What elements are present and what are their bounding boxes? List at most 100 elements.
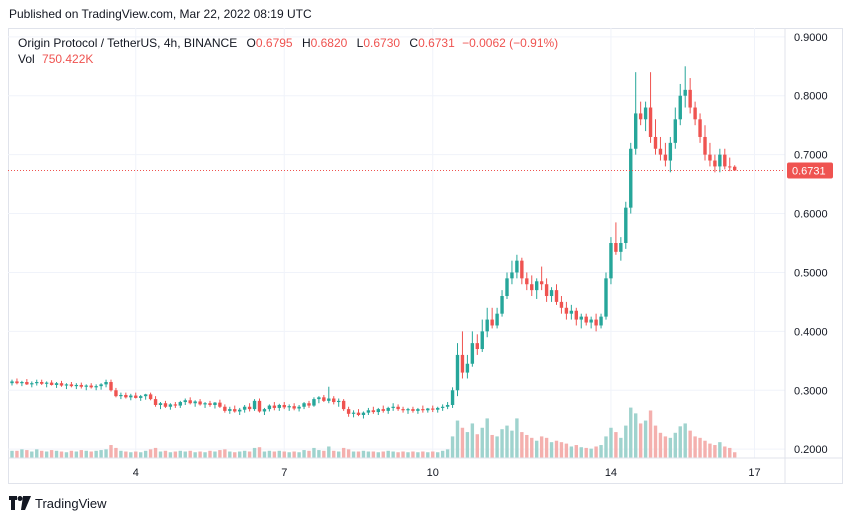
volume-bar [282, 451, 286, 458]
volume-value: 750.422K [42, 52, 94, 66]
volume-bar [84, 450, 88, 458]
candle-body [683, 89, 687, 96]
volume-bar [703, 440, 707, 458]
candle-body [599, 316, 603, 326]
volume-bar [579, 447, 583, 458]
volume-bar [307, 450, 311, 458]
candle-body [238, 409, 242, 412]
last-price-badge-bg [787, 162, 833, 179]
volume-bar [158, 451, 163, 458]
volume-bar [381, 451, 385, 458]
volume-bar [148, 449, 153, 458]
volume-bar [213, 451, 217, 458]
volume-bar [247, 451, 252, 458]
volume-bar [480, 427, 484, 458]
volume-bar [648, 410, 653, 458]
open-label: O [246, 36, 256, 50]
candle-body [535, 281, 539, 291]
time-tick-label: 10 [427, 467, 439, 479]
candlestick-chart[interactable]: 0.9000 0.8000 0.7000 0.6000 0.5000 0.4000 0.30… [8, 28, 843, 484]
candle-body [74, 384, 79, 387]
volume-bar [35, 449, 39, 458]
candle-body [366, 410, 371, 413]
candle-body [198, 401, 202, 405]
volume-bar [143, 450, 148, 458]
symbol-title[interactable]: Origin Protocol / TetherUS, 4h, BINANCE [18, 36, 238, 50]
volume-bar [139, 452, 143, 458]
top-bar: Published on TradingView.com, Mar 22, 20… [0, 0, 850, 28]
volume-bar [416, 452, 420, 458]
low-value: 0.6730 [363, 36, 401, 50]
volume-bar [723, 446, 727, 458]
time-tick-label: 14 [605, 467, 617, 479]
candle-body [718, 154, 722, 167]
volume-bar [525, 434, 529, 458]
volume-bar [44, 451, 49, 458]
candle-body [426, 408, 430, 411]
price-tick-label: 0.2000 [794, 444, 828, 456]
candle-body [183, 400, 187, 403]
volume-bar [733, 452, 737, 458]
volume-bar [272, 451, 277, 458]
volume-bar [604, 436, 608, 458]
volume-bar [332, 450, 336, 458]
chart-grid [8, 28, 785, 458]
candle-body [643, 107, 648, 120]
volume-bar [228, 451, 232, 458]
candle-body [40, 382, 44, 384]
volume-bar [341, 447, 346, 458]
chart-frame [8, 28, 843, 484]
candle-body [322, 397, 326, 401]
volume-bar [129, 452, 133, 458]
volume-bar [638, 423, 643, 458]
time-tick-label: 4 [133, 467, 139, 479]
volume-bar [183, 451, 187, 458]
volume-bar [188, 450, 192, 458]
candle-body [228, 409, 232, 411]
candle-body [341, 400, 346, 410]
volume-bar [460, 427, 465, 458]
volume-bar [455, 420, 460, 458]
volume-bar [421, 451, 425, 458]
volume-bar [658, 432, 663, 458]
candle-body [178, 402, 182, 406]
volume-bar [431, 451, 435, 458]
volume-bar [713, 445, 717, 458]
candle-body [713, 160, 717, 167]
volume-bar [257, 447, 262, 458]
volume-bar [530, 437, 534, 458]
candle-body [579, 316, 583, 320]
time-tick-label: 7 [281, 467, 287, 479]
volume-bar [312, 447, 316, 458]
volume-bar [173, 451, 178, 458]
volume-bar [74, 451, 79, 458]
candle-body [30, 383, 34, 385]
candle-body [490, 319, 494, 326]
candle-body [530, 284, 534, 291]
candle-body [252, 400, 257, 410]
volume-bar [708, 443, 712, 458]
candle-body [480, 331, 484, 350]
last-price-badge: 0.6731 [787, 162, 833, 179]
candle-body [94, 386, 98, 388]
volume-bar [376, 452, 380, 458]
candle-body [500, 296, 504, 314]
price-axis[interactable]: 0.9000 0.8000 0.7000 0.6000 0.5000 0.4000 0.30… [794, 32, 828, 456]
candle-body [475, 343, 479, 350]
volume-bar [629, 407, 633, 458]
candle-body [624, 207, 628, 243]
candle-body [520, 260, 524, 279]
candle-body [49, 382, 54, 385]
candle-body [153, 399, 158, 405]
tradingview-logo-icon[interactable] [9, 496, 31, 510]
volume-bar [193, 452, 197, 458]
volume-bar [114, 447, 118, 458]
candle-body [609, 243, 613, 279]
candle-body [139, 396, 143, 398]
candle-body [213, 402, 217, 405]
volume-bar [490, 434, 494, 458]
candle-body [539, 281, 544, 285]
time-axis[interactable]: 4710141721 [133, 467, 843, 479]
volume-bar [396, 452, 400, 458]
candle-body [203, 403, 207, 405]
